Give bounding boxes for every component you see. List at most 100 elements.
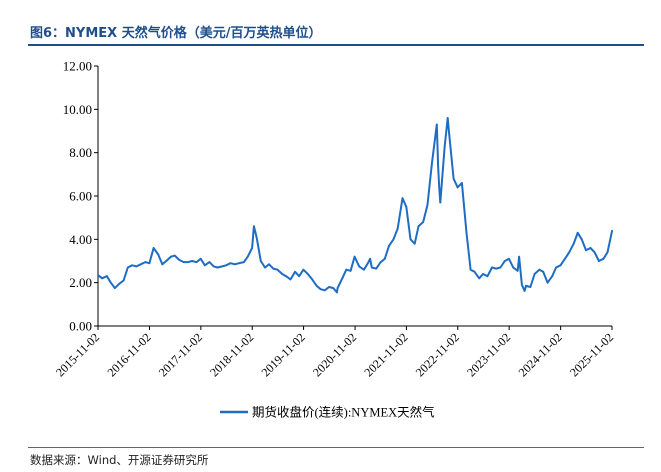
x-tick-label: 2016-11-02 xyxy=(104,330,153,379)
data-point xyxy=(523,290,526,292)
data-point xyxy=(521,283,523,286)
data-point xyxy=(555,266,557,269)
data-point xyxy=(461,182,463,184)
data-point xyxy=(225,264,228,267)
data-point xyxy=(518,255,520,258)
data-point xyxy=(298,275,300,278)
data-point xyxy=(323,289,326,292)
data-point xyxy=(126,266,129,269)
data-point xyxy=(336,287,339,289)
data-point xyxy=(580,238,583,241)
data-point xyxy=(392,238,395,241)
source-note: 数据来源：Wind、开源证券研究所 xyxy=(30,453,209,467)
data-point xyxy=(568,251,571,254)
legend-label: 期货收盘价(连续):NYMEX天然气 xyxy=(252,405,435,420)
data-point xyxy=(234,263,236,266)
data-point xyxy=(465,231,468,234)
data-point xyxy=(349,269,352,272)
data-point xyxy=(383,257,386,260)
y-tick-label: 0.00 xyxy=(69,319,92,334)
data-point xyxy=(272,267,275,270)
data-point xyxy=(486,275,489,278)
data-point xyxy=(165,260,168,262)
data-point xyxy=(542,270,545,273)
data-point xyxy=(191,260,194,262)
data-point xyxy=(195,261,198,263)
data-point xyxy=(302,268,305,271)
data-point xyxy=(551,275,554,278)
data-point xyxy=(379,261,382,263)
data-point xyxy=(525,285,527,287)
data-point xyxy=(593,251,596,254)
data-point xyxy=(135,265,138,268)
data-point xyxy=(438,186,441,189)
data-point xyxy=(315,285,318,287)
data-point xyxy=(413,242,416,245)
data-point xyxy=(431,162,433,165)
data-point xyxy=(281,273,284,275)
data-point xyxy=(251,247,254,249)
data-point xyxy=(533,273,536,275)
data-point xyxy=(173,254,176,257)
data-point xyxy=(538,268,541,271)
series-layer xyxy=(97,117,614,294)
data-point xyxy=(246,255,249,258)
data-point xyxy=(157,253,160,256)
data-point xyxy=(499,266,502,269)
data-point xyxy=(606,251,609,254)
data-point xyxy=(212,265,215,268)
data-point xyxy=(186,261,189,263)
data-point xyxy=(589,247,592,249)
data-point xyxy=(101,277,103,280)
data-point xyxy=(289,278,292,281)
data-point xyxy=(306,273,309,275)
data-point xyxy=(456,186,459,189)
data-point xyxy=(276,268,279,271)
data-point xyxy=(491,266,493,269)
data-point xyxy=(170,255,172,258)
data-point xyxy=(182,261,185,263)
legend: 期货收盘价(连续):NYMEX天然气 xyxy=(220,405,435,420)
data-point xyxy=(148,262,151,265)
data-point xyxy=(572,242,575,245)
data-point xyxy=(216,266,219,269)
y-tick-label: 10.00 xyxy=(63,102,92,117)
data-point xyxy=(435,123,438,126)
data-point xyxy=(564,257,566,260)
cropped-text-fragment xyxy=(0,0,661,4)
data-point xyxy=(446,117,449,119)
x-tick-label: 2025-11-02 xyxy=(567,330,616,379)
data-point xyxy=(199,257,202,260)
x-tick-label: 2017-11-02 xyxy=(156,330,205,379)
data-point xyxy=(345,268,348,271)
data-point xyxy=(512,266,515,269)
x-tick-label: 2020-11-02 xyxy=(310,330,359,379)
x-tick-label: 2024-11-02 xyxy=(516,330,565,379)
data-point xyxy=(341,277,344,280)
y-tick-label: 2.00 xyxy=(69,275,92,290)
x-tick-label: 2021-11-02 xyxy=(361,330,410,379)
data-point xyxy=(367,262,369,265)
data-point xyxy=(508,257,510,260)
chart-title: 图6：NYMEX 天然气价格（美元/百万英热单位） xyxy=(30,26,322,41)
data-point xyxy=(264,266,266,269)
data-point xyxy=(178,259,181,261)
data-point xyxy=(469,268,472,271)
data-point xyxy=(516,269,519,272)
data-point xyxy=(426,203,429,206)
data-point xyxy=(409,238,412,241)
data-point xyxy=(370,266,373,269)
data-point xyxy=(448,132,450,135)
data-point xyxy=(369,257,371,260)
x-tick-label: 2019-11-02 xyxy=(259,330,308,379)
data-point xyxy=(106,275,108,278)
data-point xyxy=(109,281,112,284)
data-point xyxy=(114,287,116,289)
data-point xyxy=(576,231,579,234)
x-tick-label: 2015-11-02 xyxy=(53,330,102,379)
data-point xyxy=(311,278,314,281)
data-point xyxy=(473,270,476,273)
y-axis: 0.00 2.00 4.00 6.00 8.00 10.00 12.00 xyxy=(63,59,99,334)
data-point xyxy=(118,282,121,285)
data-point xyxy=(255,236,258,239)
